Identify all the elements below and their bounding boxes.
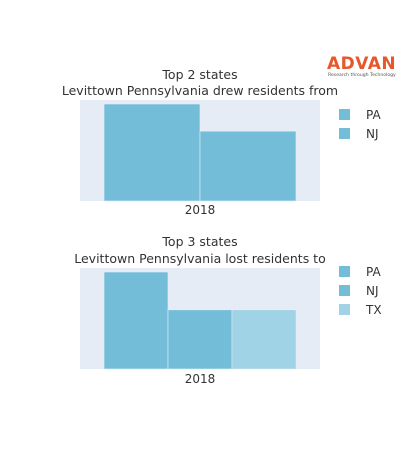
legend-label-pa[interactable]: PA: [366, 108, 381, 122]
legend-label-nj[interactable]: NJ: [366, 127, 379, 141]
logo-name: ADVAN: [327, 54, 396, 74]
chart-title-line2: Levittown Pennsylvania drew residents fr…: [62, 83, 338, 98]
chart-drew-residents-from: Top 2 states Levittown Pennsylvania drew…: [62, 67, 382, 217]
legend-swatch-nj[interactable]: [339, 285, 350, 296]
legend-label-nj[interactable]: NJ: [366, 284, 379, 298]
chart-lost-residents-to: Top 3 states Levittown Pennsylvania lost…: [74, 234, 381, 386]
chart-title-line1: Top 2 states: [161, 67, 237, 82]
legend-swatch-pa[interactable]: [339, 266, 350, 277]
legend: PA NJ: [339, 108, 381, 141]
chart-title-line2: Levittown Pennsylvania lost residents to: [74, 251, 326, 266]
legend-swatch-nj[interactable]: [339, 128, 350, 139]
logo-tagline: Research through Technology: [328, 72, 396, 78]
bar-pa: [103, 271, 169, 370]
x-tick-label: 2018: [185, 372, 216, 386]
legend-label-pa[interactable]: PA: [366, 265, 381, 279]
legend: PA NJ TX: [339, 265, 382, 317]
legend-swatch-tx[interactable]: [339, 304, 350, 315]
x-tick-label: 2018: [185, 203, 216, 217]
advan-logo: ADVAN Research through Technology: [327, 54, 396, 78]
legend-label-tx[interactable]: TX: [365, 303, 382, 317]
bar-nj: [167, 309, 233, 370]
bar-tx: [231, 309, 297, 370]
bar-nj: [199, 130, 297, 202]
chart-title-line1: Top 3 states: [161, 234, 237, 249]
legend-swatch-pa[interactable]: [339, 109, 350, 120]
bar-pa: [103, 103, 201, 202]
